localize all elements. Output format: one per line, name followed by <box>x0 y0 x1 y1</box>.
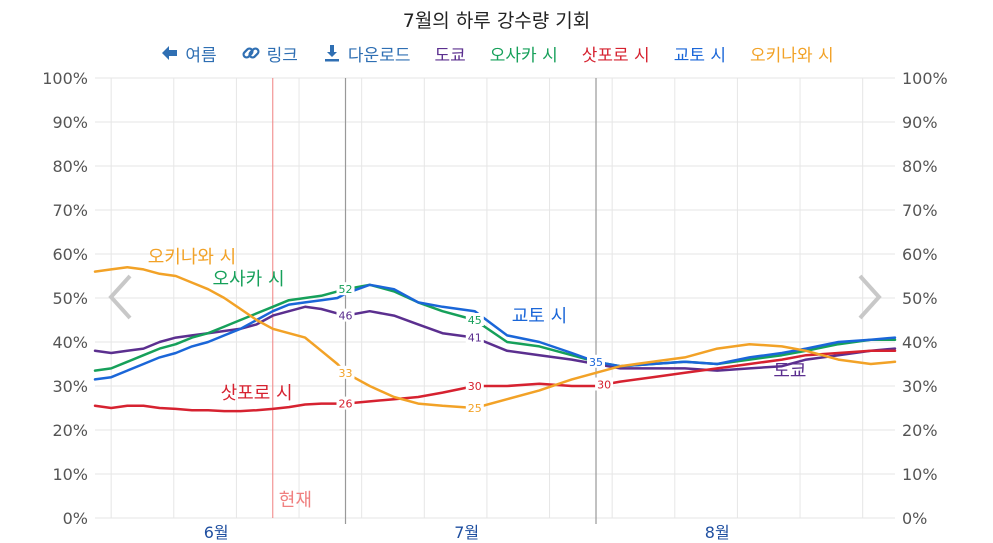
data-label-osaka: 45 <box>468 314 482 327</box>
series-label-sapporo: 삿포로 시 <box>221 383 293 404</box>
y-tick-left: 20% <box>52 421 88 440</box>
y-tick-right: 80% <box>902 157 938 176</box>
y-tick-left: 100% <box>42 69 88 88</box>
y-tick-right: 40% <box>902 333 938 352</box>
data-label-sapporo: 26 <box>339 398 353 411</box>
y-tick-right: 60% <box>902 245 938 264</box>
data-label-sapporo: 30 <box>468 380 482 393</box>
series-label-kyoto: 교토 시 <box>512 306 567 327</box>
y-tick-right: 0% <box>902 509 927 528</box>
data-label-tokyo: 41 <box>468 332 482 345</box>
y-tick-left: 50% <box>52 289 88 308</box>
month-label: 8월 <box>705 523 730 542</box>
y-tick-left: 0% <box>63 509 88 528</box>
series-label-okinawa: 오키나와 시 <box>148 247 237 268</box>
y-tick-left: 70% <box>52 201 88 220</box>
data-label-okinawa: 33 <box>339 367 353 380</box>
series-label-osaka: 오사카 시 <box>213 269 285 290</box>
y-tick-right: 50% <box>902 289 938 308</box>
data-label-sapporo: 30 <box>597 379 611 392</box>
y-tick-left: 80% <box>52 157 88 176</box>
y-tick-right: 20% <box>902 421 938 440</box>
y-tick-left: 60% <box>52 245 88 264</box>
data-label-osaka: 52 <box>339 283 353 296</box>
y-tick-right: 90% <box>902 113 938 132</box>
chevron-right-icon[interactable] <box>854 272 884 322</box>
y-tick-left: 10% <box>52 465 88 484</box>
y-tick-left: 30% <box>52 377 88 396</box>
month-label: 7월 <box>454 523 479 542</box>
y-tick-left: 90% <box>52 113 88 132</box>
y-tick-right: 70% <box>902 201 938 220</box>
y-tick-right: 30% <box>902 377 938 396</box>
y-tick-right: 10% <box>902 465 938 484</box>
data-label-kyoto: 35 <box>589 356 603 369</box>
month-label: 6월 <box>204 523 229 542</box>
y-tick-right: 100% <box>902 69 948 88</box>
data-label-okinawa: 25 <box>468 402 482 415</box>
y-tick-left: 40% <box>52 333 88 352</box>
data-label-tokyo: 46 <box>339 310 353 323</box>
chevron-left-icon[interactable] <box>106 272 136 322</box>
series-label-tokyo: 도쿄 <box>773 361 806 382</box>
now-label: 현재 <box>279 490 312 511</box>
